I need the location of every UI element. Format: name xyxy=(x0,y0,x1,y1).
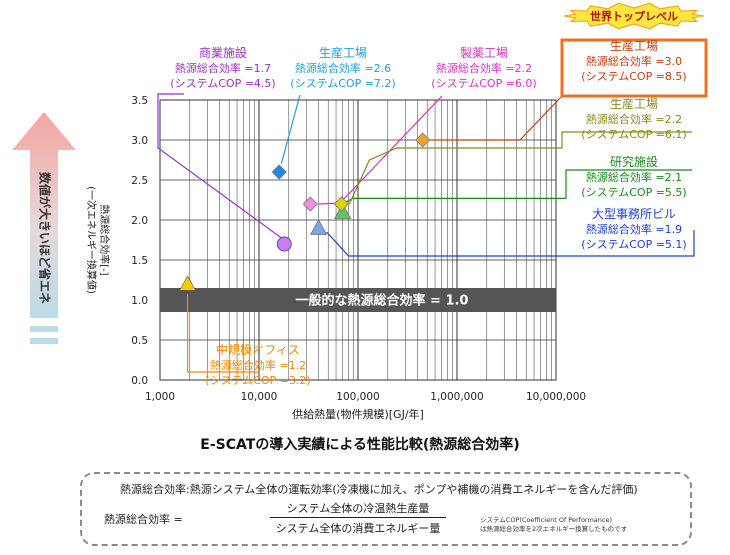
y-tick-label: 0.0 xyxy=(131,375,148,387)
data-point-triangle xyxy=(179,275,197,291)
x-tick-label: 100,000 xyxy=(336,391,379,403)
formula-numerator: システム全体の冷温熱生産量 xyxy=(286,502,430,515)
reference-band: 一般的な熱源総合効率 = 1.0 xyxy=(160,288,556,312)
point-label-name: 生産工場 xyxy=(319,45,367,60)
point-label-name: 製薬工場 xyxy=(460,46,508,60)
data-point-triangle xyxy=(334,203,352,219)
point-label-cop-text: (システムCOP =6.1) xyxy=(581,128,686,141)
formula-denominator: システム全体の消費エネルギー量 xyxy=(275,522,441,535)
point-label-cop-text: (システムCOP =6.0) xyxy=(431,77,536,90)
point-label-cop-text: (システムCOP =4.5) xyxy=(170,77,275,90)
data-point-triangle xyxy=(310,219,328,235)
y-tick-label: 2.0 xyxy=(131,215,148,227)
point-label-name: 商業施設 xyxy=(199,45,247,60)
data-point-diamond xyxy=(271,164,287,180)
x-tick-label: 1,000 xyxy=(145,391,175,403)
cop-note-line1: システムCOP(Coefficient Of Performance) xyxy=(480,516,613,524)
leader-line xyxy=(157,93,285,241)
point-label-value-text: 熱源総合効率 =2.1 xyxy=(586,170,682,184)
highlight-frame xyxy=(560,38,708,98)
y-tick-label: 0.5 xyxy=(131,335,148,347)
point-label-value-text: 熱源総合効率 =1.9 xyxy=(586,222,682,236)
point-label-value-text: 熱源総合効率 =1.2 xyxy=(210,358,306,372)
reference-band-label: 一般的な熱源総合効率 = 1.0 xyxy=(296,293,469,309)
axis-ticks: 0.0 0.5 1.0 1.5 2.0 2.5 3.0 3.5 1,000 10,000 100,0… xyxy=(131,95,586,403)
chart-title: E-SCATの導入実績による性能比較(熱源総合効率) xyxy=(200,436,519,453)
point-label-name: 研究施設 xyxy=(610,154,658,169)
point-label-value-text: 熱源総合効率 =1.7 xyxy=(175,61,271,75)
cop-note-line2: は熱源総合効率を2次エネルギー換算したものです xyxy=(480,525,628,533)
point-label-cop-text: (システムCOP =5.5) xyxy=(581,186,686,199)
leader-line xyxy=(186,294,258,373)
definition-box: 熱源総合効率:熱源システム全体の運転効率(冷凍機に加え、ポンプや補機の消費エネル… xyxy=(80,472,692,546)
data-markers xyxy=(179,132,431,291)
reference-band-bar xyxy=(160,288,556,312)
badge-burst xyxy=(563,2,705,30)
x-tick-label: 10,000 xyxy=(241,391,278,403)
efficiency-arrow-text: 数値が大きいほど省エネ xyxy=(38,172,53,304)
y-tick-label: 1.0 xyxy=(131,295,148,307)
point-label-cop-text: (システムCOP =3.2) xyxy=(205,374,310,387)
point-label-value-text: 熱源総合効率 =2.2 xyxy=(586,112,682,126)
data-point-diamond xyxy=(415,132,431,148)
chart: 数値が大きいほど省エネ 熱源総合効率[-] (一次エネルギー換算値) 一般的な熱… xyxy=(12,2,708,453)
y-axis-title: 熱源総合効率[-] xyxy=(98,204,111,276)
point-label-name: 大型事務所ビル xyxy=(592,207,676,221)
data-point-circle xyxy=(276,236,292,252)
y-tick-label: 3.0 xyxy=(131,135,148,147)
point-label-name: 生産工場 xyxy=(610,96,658,111)
y-tick-label: 3.5 xyxy=(131,95,148,107)
leader-line xyxy=(326,230,695,257)
point-label-cop-text: (システムCOP =5.1) xyxy=(581,238,686,251)
formula-fraction-bar xyxy=(270,517,446,518)
formula-label: 熱源総合効率 = xyxy=(104,513,183,526)
point-label-name: 中規模オフィス xyxy=(216,342,300,357)
x-tick-label: 1,000,000 xyxy=(430,391,483,403)
data-point-diamond xyxy=(302,196,318,212)
x-tick-label: 10,000,000 xyxy=(526,391,586,403)
leader-line xyxy=(280,94,301,165)
leader-line xyxy=(348,131,692,205)
badge-text: 世界トップレベル xyxy=(590,9,678,23)
point-label-value-text: 熱源総合効率 =2.2 xyxy=(436,61,532,75)
leader-line xyxy=(342,169,692,205)
point-label-value-text: 熱源総合効率 =3.0 xyxy=(586,54,682,68)
y-tick-label: 2.5 xyxy=(131,175,148,187)
point-label-name: 生産工場 xyxy=(610,38,658,53)
y-tick-label: 1.5 xyxy=(131,255,148,267)
y-axis-subtitle: (一次エネルギー換算値) xyxy=(85,186,98,294)
leader-line xyxy=(318,95,443,205)
definition-text: 熱源総合効率:熱源システム全体の運転効率(冷凍機に加え、ポンプや補機の消費エネル… xyxy=(120,483,638,496)
point-label-cop-text: (システムCOP =7.2) xyxy=(290,77,395,90)
data-point-diamond xyxy=(333,196,349,212)
efficiency-arrow: 数値が大きいほど省エネ xyxy=(12,112,76,344)
point-label-value-text: 熱源総合効率 =2.6 xyxy=(295,61,391,75)
grid xyxy=(159,99,556,381)
leader-line xyxy=(430,95,563,141)
point-label-cop-text: (システムCOP =8.5) xyxy=(581,70,686,83)
x-axis-title: 供給熱量(物件規模)[GJ/年] xyxy=(292,407,424,421)
